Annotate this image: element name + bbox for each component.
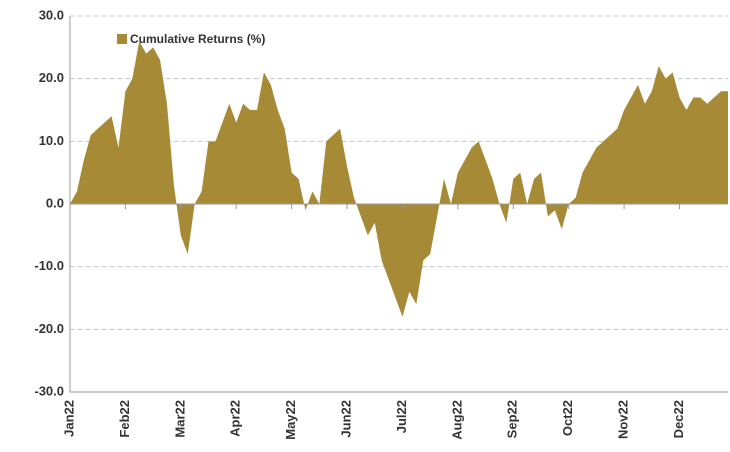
y-tick-label: 30.0 [39, 7, 64, 22]
legend-swatch [117, 34, 127, 44]
x-tick-label: Mar22 [172, 400, 187, 438]
y-tick-label: 10.0 [39, 133, 64, 148]
y-tick-label: 20.0 [39, 70, 64, 85]
x-tick-label: Oct22 [560, 400, 575, 436]
x-tick-label: Feb22 [117, 400, 132, 438]
y-tick-label: 0.0 [46, 195, 64, 210]
x-tick-label: Jun22 [338, 400, 353, 438]
x-tick-label: May22 [283, 400, 298, 440]
y-tick-label: -30.0 [34, 383, 64, 398]
area [70, 41, 728, 317]
legend-label: Cumulative Returns (%) [130, 32, 265, 46]
x-tick-label: Apr22 [228, 400, 243, 437]
y-tick-label: -20.0 [34, 321, 64, 336]
y-tick-label: -10.0 [34, 258, 64, 273]
x-tick-label: Nov22 [616, 400, 631, 439]
x-tick-label: Jul22 [394, 400, 409, 433]
x-tick-label: Dec22 [671, 400, 686, 438]
x-tick-label: Aug22 [449, 400, 464, 440]
x-tick-label: Jan22 [61, 400, 76, 437]
x-tick-label: Sep22 [505, 400, 520, 438]
